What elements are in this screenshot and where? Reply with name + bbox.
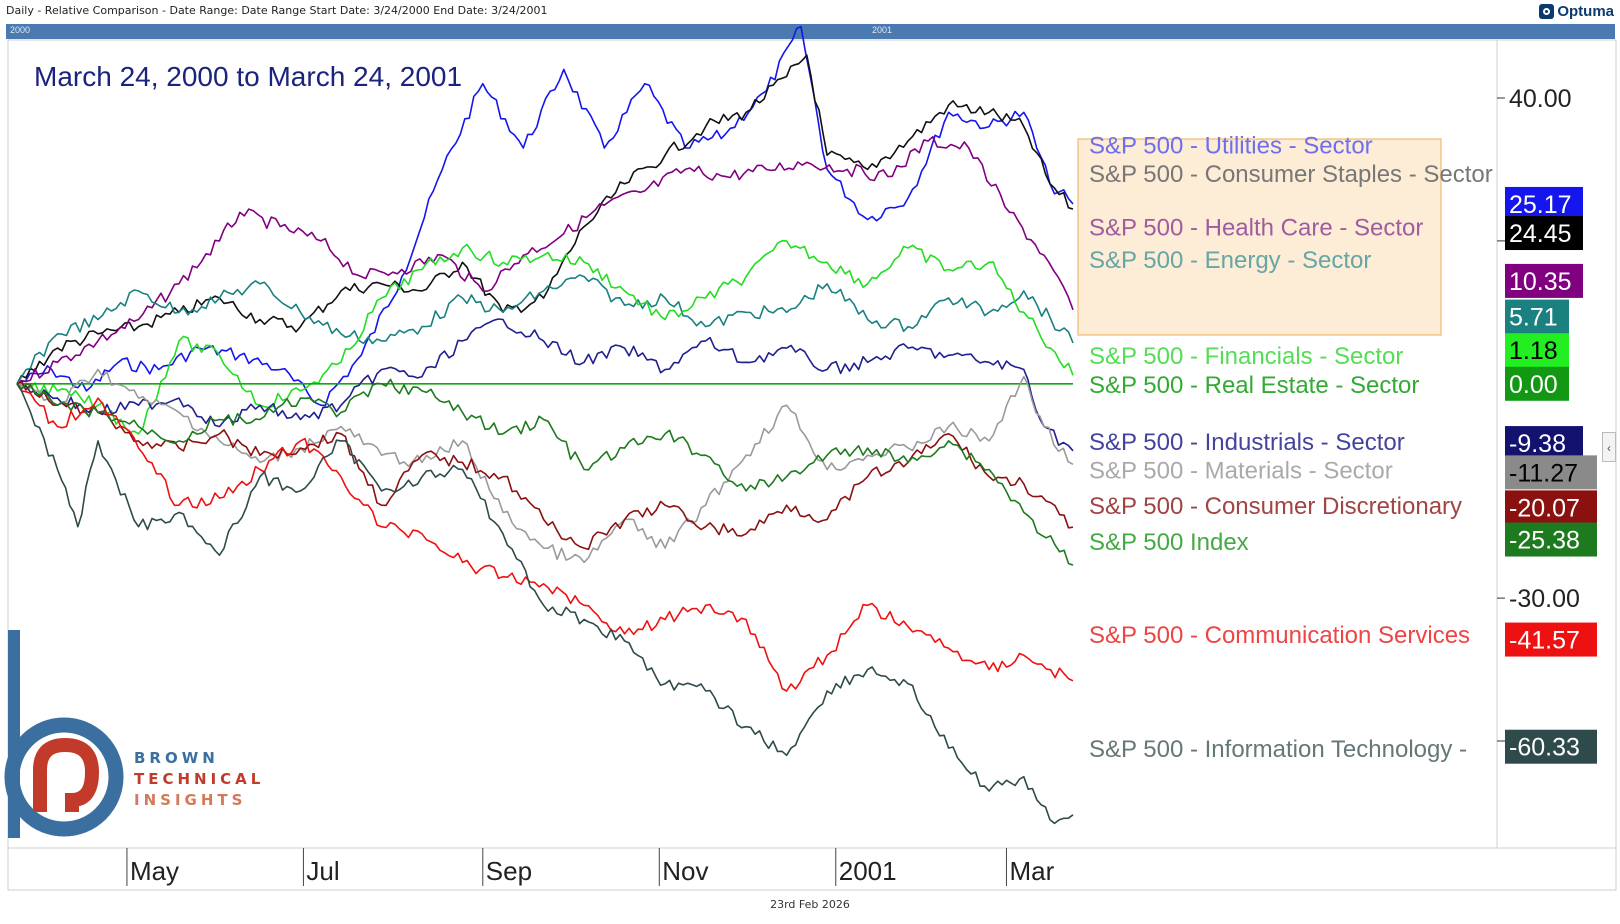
- value-badge-label-8: -20.07: [1509, 494, 1580, 522]
- series-label-2: S&P 500 - Health Care - Sector: [1089, 215, 1423, 242]
- series-line-6: [16, 318, 1074, 452]
- value-badge-6: [1505, 426, 1583, 461]
- series-line-10: [16, 383, 1074, 692]
- value-badge-11: [1505, 729, 1597, 764]
- value-badge-label-2: 10.35: [1509, 268, 1572, 296]
- series-line-1: [16, 54, 1074, 385]
- value-badge-0: [1505, 186, 1583, 221]
- value-badge-label-10: -41.57: [1509, 627, 1580, 655]
- brand-line-2: TECHNICAL: [134, 770, 265, 788]
- scroll-left-button[interactable]: ‹: [1602, 432, 1616, 462]
- footer-date: 23rd Feb 2026: [770, 898, 850, 911]
- value-badge-label-9: -25.38: [1509, 527, 1580, 555]
- brand-line-3: INSIGHTS: [134, 791, 247, 809]
- optuma-logo-icon: [1539, 4, 1555, 19]
- x-tick-label-4: 2001: [839, 856, 897, 886]
- x-tick-label-2: Sep: [486, 856, 532, 886]
- series-label-11: S&P 500 - Information Technology -: [1089, 736, 1467, 763]
- series-line-4: [16, 240, 1074, 435]
- series-label-8: S&P 500 - Consumer Discretionary: [1089, 493, 1462, 520]
- value-badge-label-3: 5.71: [1509, 304, 1558, 332]
- value-badge-9: [1505, 522, 1597, 557]
- series-label-0: S&P 500 - Utilities - Sector: [1089, 132, 1373, 159]
- series-label-1: S&P 500 - Consumer Staples - Sector: [1089, 161, 1493, 188]
- value-badge-3: [1505, 299, 1569, 334]
- series-line-7: [16, 368, 1074, 564]
- x-axis-area: [7, 847, 1617, 891]
- value-badge-4: [1505, 333, 1569, 368]
- series-line-9: [16, 378, 1074, 566]
- brand-logo-ring: [4, 717, 124, 837]
- value-badge-label-11: -60.33: [1509, 734, 1580, 762]
- optuma-logo-text: Optuma: [1557, 3, 1614, 20]
- optuma-logo: Optuma: [1539, 3, 1614, 20]
- value-badge-2: [1505, 263, 1583, 298]
- series-label-7: S&P 500 - Materials - Sector: [1089, 458, 1393, 485]
- series-line-3: [16, 274, 1074, 385]
- series-line-2: [16, 135, 1074, 385]
- series-label-5: S&P 500 - Real Estate - Sector: [1089, 372, 1419, 399]
- series-label-4: S&P 500 - Financials - Sector: [1089, 343, 1403, 370]
- value-badge-label-1: 24.45: [1509, 220, 1572, 248]
- legend-highlight-box: [1077, 138, 1442, 336]
- navigator-label-2000: 2000: [10, 25, 31, 35]
- series-line-11: [16, 383, 1074, 825]
- series-line-8: [16, 380, 1074, 551]
- value-badge-label-6: -9.38: [1509, 430, 1566, 458]
- series-label-6: S&P 500 - Industrials - Sector: [1089, 429, 1405, 456]
- navigator-label-2001: 2001: [872, 25, 893, 35]
- series-label-3: S&P 500 - Energy - Sector: [1089, 247, 1371, 274]
- x-tick-label-3: Nov: [662, 856, 708, 886]
- brand-logo-glyph: [33, 737, 100, 812]
- y-tick-label-2: -30.00: [1509, 585, 1580, 613]
- x-tick-label-5: Mar: [1009, 856, 1054, 886]
- chart-info-text: Daily - Relative Comparison - Date Range…: [6, 4, 548, 17]
- x-tick-label-1: Jul: [306, 856, 339, 886]
- value-badge-label-0: 25.17: [1509, 191, 1572, 219]
- value-badge-1: [1505, 216, 1583, 251]
- x-tick-label-0: May: [130, 856, 179, 886]
- date-navigator-strip[interactable]: 2000 2001: [6, 24, 1615, 39]
- top-info-bar: Daily - Relative Comparison - Date Range…: [0, 0, 1620, 22]
- chart-title: March 24, 2000 to March 24, 2001: [34, 61, 462, 92]
- value-badge-8: [1505, 490, 1597, 525]
- series-label-9: S&P 500 Index: [1089, 529, 1249, 556]
- value-badge-5: [1505, 366, 1569, 401]
- value-badge-label-4: 1.18: [1509, 337, 1558, 365]
- series-label-10: S&P 500 - Communication Services: [1089, 622, 1470, 649]
- value-badge-10: [1505, 622, 1597, 657]
- value-badge-label-7: -11.27: [1509, 459, 1578, 487]
- value-badge-label-5: 0.00: [1509, 371, 1558, 399]
- brand-line-1: BROWN: [134, 749, 219, 767]
- y-tick-label-0: 40.00: [1509, 85, 1572, 113]
- value-badge-7: [1505, 455, 1597, 490]
- brand-wordmark: BROWN TECHNICAL INSIGHTS: [134, 748, 264, 811]
